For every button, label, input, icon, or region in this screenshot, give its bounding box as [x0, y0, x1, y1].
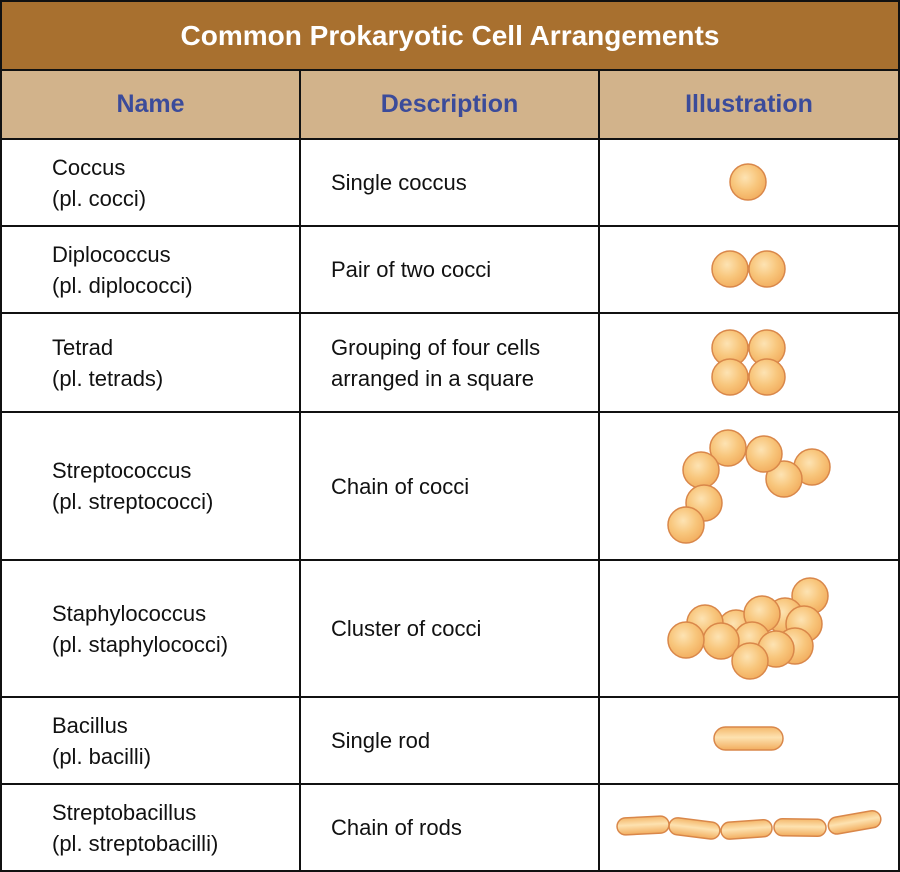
- table-row: Tetrad (pl. tetrads) Grouping of four cel…: [0, 314, 900, 413]
- header-name: Name: [0, 71, 301, 140]
- name-cell: Streptobacillus (pl. streptobacilli): [0, 785, 301, 872]
- header-description: Description: [301, 71, 600, 140]
- plural-text: (pl. diplococci): [52, 272, 193, 298]
- bacillus-icon: [713, 726, 784, 751]
- description-cell: Cluster of cocci: [301, 561, 600, 698]
- description-text: arranged in a square: [331, 365, 535, 391]
- description-cell: Grouping of four cells arranged in a squa…: [301, 314, 600, 413]
- description-cell: Single rod: [301, 698, 600, 785]
- table-row: Diplococcus (pl. diplococci) Pair of two …: [0, 227, 900, 314]
- plural-text: (pl. staphylococci): [52, 631, 229, 657]
- name-cell: Tetrad (pl. tetrads): [0, 314, 301, 413]
- description-text: Grouping of four cells: [331, 334, 541, 360]
- name-text: Tetrad: [52, 334, 114, 360]
- name-text: Bacillus: [52, 712, 128, 738]
- illustration-cell: [600, 785, 900, 872]
- name-cell: Streptococcus (pl. streptococci): [0, 413, 301, 561]
- diplococcus-icon: [711, 250, 786, 288]
- table-row: Bacillus (pl. bacilli) Single rod: [0, 698, 900, 785]
- name-cell: Diplococcus (pl. diplococci): [0, 227, 301, 314]
- name-text: Streptobacillus: [52, 799, 197, 825]
- table-row: Staphylococcus (pl. staphylococci) Cluste…: [0, 561, 900, 698]
- description-text: Single coccus: [331, 170, 467, 195]
- plural-text: (pl. tetrads): [52, 365, 164, 391]
- table-row: Coccus (pl. cocci) Single coccus: [0, 140, 900, 227]
- illustration-cell: [600, 561, 900, 698]
- description-cell: Chain of rods: [301, 785, 600, 872]
- table-row: Streptobacillus (pl. streptobacilli) Chai…: [0, 785, 900, 872]
- description-text: Cluster of cocci: [331, 616, 482, 641]
- name-text: Staphylococcus: [52, 600, 207, 626]
- illustration-cell: [600, 698, 900, 785]
- description-text: Chain of rods: [331, 815, 462, 840]
- plural-text: (pl. streptobacilli): [52, 830, 219, 856]
- staphylococcus-icon: [667, 577, 829, 680]
- tetrad-icon: [711, 329, 786, 396]
- illustration-cell: [600, 140, 900, 227]
- streptobacillus-icon: [616, 810, 882, 840]
- name-text: Diplococcus: [52, 241, 171, 267]
- name-cell: Bacillus (pl. bacilli): [0, 698, 301, 785]
- name-cell: Coccus (pl. cocci): [0, 140, 301, 227]
- description-text: Chain of cocci: [331, 473, 470, 499]
- illustration-cell: [600, 413, 900, 561]
- plural-text: (pl. bacilli): [52, 743, 152, 769]
- description-cell: Chain of cocci: [301, 413, 600, 561]
- header-illustration: Illustration: [600, 71, 900, 140]
- illustration-cell: [600, 314, 900, 413]
- description-cell: Pair of two cocci: [301, 227, 600, 314]
- name-text: Streptococcus: [52, 458, 192, 483]
- single-coccus-icon: [729, 163, 767, 201]
- table-row: Streptococcus (pl. streptococci) Chain of…: [0, 413, 900, 561]
- name-cell: Staphylococcus (pl. staphylococci): [0, 561, 301, 698]
- header-row: Name Description Illustration: [0, 71, 900, 140]
- description-cell: Single coccus: [301, 140, 600, 227]
- illustration-cell: [600, 227, 900, 314]
- plural-text: (pl. streptococci): [52, 489, 214, 514]
- description-text: Pair of two cocci: [331, 257, 492, 282]
- name-text: Coccus: [52, 154, 126, 180]
- streptococcus-icon: [667, 429, 831, 544]
- table-title: Common Prokaryotic Cell Arrangements: [0, 0, 900, 71]
- plural-text: (pl. cocci): [52, 185, 147, 211]
- description-text: Single rod: [331, 728, 431, 753]
